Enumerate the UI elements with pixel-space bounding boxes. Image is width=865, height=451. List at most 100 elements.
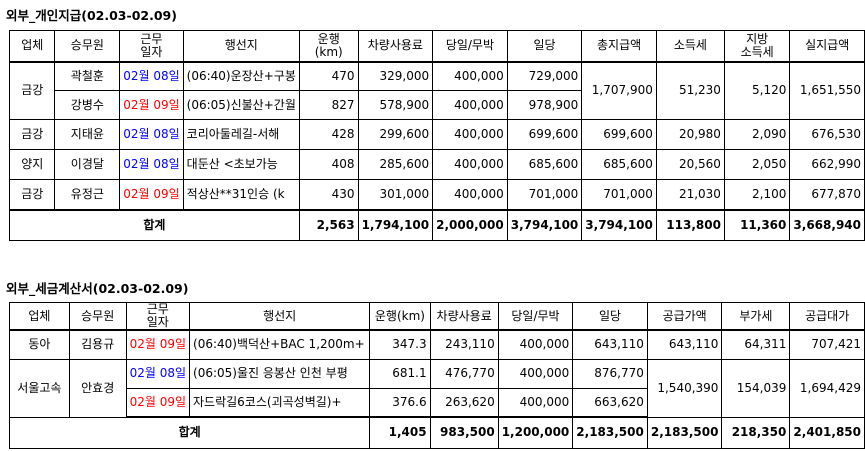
cell-crew: 곽철훈 xyxy=(54,61,121,91)
cell-destination: 적상산**31인승 (k xyxy=(182,179,300,211)
header-supply-price: 공급대가 xyxy=(789,302,865,331)
cell-date: 02월 08일 xyxy=(119,119,184,150)
cell-net: 1,651,550 xyxy=(789,61,865,120)
header-daytrip: 당일/무박 xyxy=(432,30,508,63)
cell-km: 681.1 xyxy=(369,358,431,389)
cell-km: 827 xyxy=(298,90,359,120)
header-daily-allowance: 일당 xyxy=(572,302,648,331)
table-row: 02월 09일 자드락길6코스(괴곡성벽길)+ 376.6 263,620 40… xyxy=(10,387,865,418)
total-daytrip: 2,000,000 xyxy=(432,209,508,241)
cell-crew: 지태윤 xyxy=(54,119,121,150)
cell-date: 02월 09일 xyxy=(119,90,184,120)
cell-net: 662,990 xyxy=(789,149,865,180)
cell-crew: 김용규 xyxy=(68,329,127,360)
cell-destination: (06:05)신불산+간월 xyxy=(182,90,300,120)
cell-allowance: 978,900 xyxy=(506,90,583,120)
total-income-tax: 113,800 xyxy=(655,209,725,241)
table-row: 강병수 02월 09일 (06:05)신불산+간월 827 578,900 40… xyxy=(10,90,865,120)
header-daytrip: 당일/무박 xyxy=(497,302,574,331)
header-crew: 승무원 xyxy=(68,302,127,331)
cell-vehicle-fee: 301,000 xyxy=(357,179,434,211)
cell-total: 1,707,900 xyxy=(581,61,657,120)
cell-date: 02월 08일 xyxy=(125,358,191,389)
total-supply-price: 2,401,850 xyxy=(789,416,865,449)
header-company: 업체 xyxy=(9,302,70,331)
table-row: 양지 이경달 02월 08일 대둔산 <초보가능 408 285,600 400… xyxy=(8,149,865,180)
cell-income-tax: 21,030 xyxy=(655,179,725,211)
header-work-date: 근무 일자 xyxy=(119,30,184,63)
cell-crew: 강병수 xyxy=(54,90,121,120)
cell-destination: (06:40)백덕산+BAC 1,200m+ xyxy=(189,329,371,360)
cell-date: 02월 08일 xyxy=(119,61,184,91)
table-row: 서울고속 안효경 02월 08일 (06:05)울진 응봉산 인천 부평 681… xyxy=(9,358,865,418)
header-vat: 부가세 xyxy=(721,302,791,331)
cell-income-tax: 20,560 xyxy=(655,149,725,180)
header-km: 운행(km) xyxy=(369,302,431,331)
cell-km: 470 xyxy=(298,61,359,91)
cell-company: 동아 xyxy=(9,329,70,360)
cell-supply-value: 1,540,390 xyxy=(646,358,723,418)
cell-vat: 154,039 xyxy=(721,358,791,418)
cell-allowance: 663,620 xyxy=(572,387,648,418)
cell-supply-price: 707,421 xyxy=(789,329,865,360)
cell-company: 서울고속 xyxy=(9,358,70,418)
cell-vehicle-fee: 299,600 xyxy=(357,119,434,150)
cell-destination: 대둔산 <초보가능 xyxy=(182,149,300,180)
header-net-payment: 실지급액 xyxy=(789,30,865,63)
table-row: 금강 곽철훈 02월 08일 (06:40)운장산+구봉 470 329,000… xyxy=(8,61,865,120)
total-local-tax: 11,360 xyxy=(723,209,791,241)
cell-total: 685,600 xyxy=(581,149,657,180)
tax-invoice-table: 업체 승무원 근무 일자 행선지 운행(km) 차량사용료 당일/무박 일당 공… xyxy=(8,302,865,449)
cell-company: 양지 xyxy=(8,149,56,180)
cell-company: 금강 xyxy=(8,179,56,211)
cell-daytrip: 400,000 xyxy=(497,329,574,360)
cell-km: 347.3 xyxy=(369,329,431,360)
cell-destination: 코리아둘레길-서해 xyxy=(182,119,300,150)
cell-income-tax: 51,230 xyxy=(655,61,725,120)
cell-daytrip: 400,000 xyxy=(432,90,508,120)
total-vehicle-fee: 1,794,100 xyxy=(357,209,434,241)
total-row: 합계 1,405 983,500 1,200,000 2,183,500 2,1… xyxy=(8,416,865,449)
header-vehicle-fee: 차량사용료 xyxy=(429,302,499,331)
header-income-tax: 소득세 xyxy=(655,30,725,63)
cell-allowance: 876,770 xyxy=(572,358,648,389)
cell-allowance: 685,600 xyxy=(506,149,583,180)
cell-date: 02월 09일 xyxy=(125,387,191,418)
section2-title: 외부_세금계산서(02.03-02.09) xyxy=(6,281,189,296)
header-work-date: 근무 일자 xyxy=(125,302,191,331)
cell-supply-price: 1,694,429 xyxy=(789,358,865,418)
header-crew: 승무원 xyxy=(54,30,121,63)
cell-daytrip: 400,000 xyxy=(432,179,508,211)
cell-vat: 64,311 xyxy=(721,329,791,360)
cell-daytrip: 400,000 xyxy=(497,387,574,418)
cell-vehicle-fee: 285,600 xyxy=(357,149,434,180)
cell-local-tax: 2,100 xyxy=(723,179,791,211)
cell-company: 금강 xyxy=(8,61,56,120)
total-allowance: 2,183,500 xyxy=(572,416,648,449)
cell-net: 677,870 xyxy=(789,179,865,211)
cell-allowance: 699,600 xyxy=(506,119,583,150)
cell-allowance: 643,110 xyxy=(572,329,648,360)
cell-daytrip: 400,000 xyxy=(432,149,508,180)
header-supply-value: 공급가액 xyxy=(646,302,723,331)
cell-local-tax: 5,120 xyxy=(723,61,791,120)
cell-vehicle-fee: 578,900 xyxy=(357,90,434,120)
cell-allowance: 701,000 xyxy=(506,179,583,211)
cell-local-tax: 2,050 xyxy=(723,149,791,180)
cell-net: 676,530 xyxy=(789,119,865,150)
total-vat: 218,350 xyxy=(721,416,791,449)
total-label: 합계 xyxy=(9,209,300,241)
total-label: 합계 xyxy=(8,416,371,449)
cell-allowance: 729,000 xyxy=(506,61,583,91)
cell-date: 02월 08일 xyxy=(119,149,184,180)
cell-destination: 자드락길6코스(괴곡성벽길)+ xyxy=(189,387,371,418)
header-vehicle-fee: 차량사용료 xyxy=(357,30,434,63)
table-row: 금강 지태윤 02월 08일 코리아둘레길-서해 428 299,600 400… xyxy=(8,119,865,150)
header-km: 운행 (km) xyxy=(298,30,359,63)
cell-crew: 안효경 xyxy=(68,358,127,418)
cell-daytrip: 400,000 xyxy=(432,119,508,150)
cell-destination: (06:40)운장산+구봉 xyxy=(182,61,300,91)
cell-km: 376.6 xyxy=(369,387,431,418)
cell-date: 02월 09일 xyxy=(125,329,191,360)
table-row: 동아 김용규 02월 09일 (06:40)백덕산+BAC 1,200m+ 34… xyxy=(9,329,865,360)
